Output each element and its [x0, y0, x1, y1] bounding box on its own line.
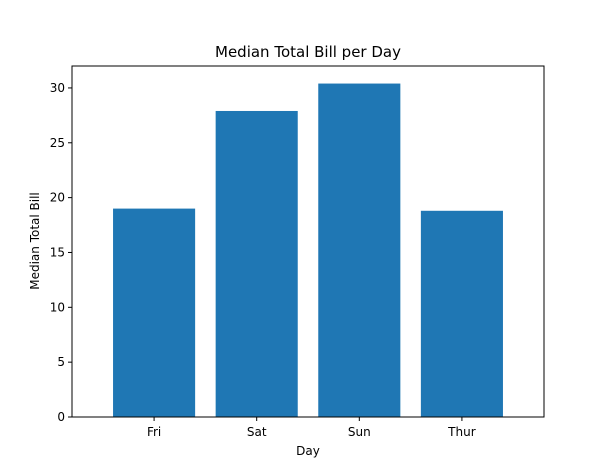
- plot-frame: [71, 65, 545, 418]
- y-tick-label-5: 5: [57, 355, 65, 369]
- y-tick-label-25: 25: [50, 136, 65, 150]
- y-axis-label: Median Total Bill: [28, 192, 42, 290]
- x-tick-label-sun: Sun: [348, 425, 371, 439]
- x-tick-label-thur: Thur: [447, 425, 476, 439]
- bar-fri: [113, 208, 196, 417]
- y-tick-label-10: 10: [50, 300, 65, 314]
- x-tick-label-sat: Sat: [247, 425, 267, 439]
- bar-thur: [420, 210, 503, 417]
- y-tick-label-0: 0: [57, 410, 65, 424]
- x-axis-label: Day: [296, 444, 320, 458]
- y-tick-label-15: 15: [50, 245, 65, 259]
- y-tick-label-30: 30: [50, 81, 65, 95]
- chart-title: Median Total Bill per Day: [215, 43, 401, 61]
- x-axis-ticks: Fri Sat Sun Thur: [147, 417, 476, 439]
- x-tick-label-fri: Fri: [147, 425, 161, 439]
- bars-group: [113, 83, 503, 418]
- bar-sun: [318, 83, 401, 418]
- y-axis-ticks: 0 5 10 15 20 25 30: [50, 81, 72, 424]
- y-tick-label-20: 20: [50, 191, 65, 205]
- bar-sat: [215, 110, 298, 418]
